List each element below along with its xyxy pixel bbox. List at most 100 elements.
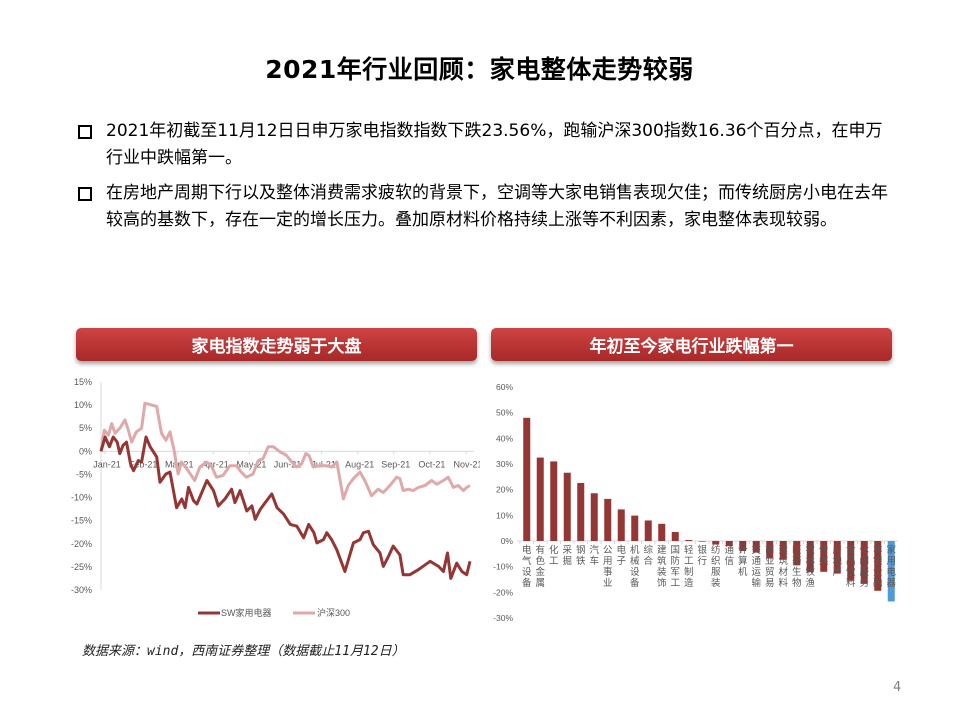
x-category-label: 银: [873, 555, 883, 567]
bar: [712, 541, 720, 545]
right-chart-banner: 年初至今家电行业跌幅第一: [491, 328, 892, 361]
x-category-label: 业: [603, 578, 613, 589]
x-category-label: 计: [738, 544, 748, 556]
bar: [779, 541, 787, 560]
x-category-label: 运: [751, 567, 761, 578]
x-category-label: 设: [630, 567, 640, 578]
x-category-label: 备: [522, 577, 532, 589]
x-category-label: 电: [522, 544, 532, 556]
x-category-label: 交: [751, 544, 761, 556]
x-category-label: 军: [670, 567, 680, 578]
x-category-label: 器: [886, 578, 896, 589]
legend-label-sw: SW家用电器: [221, 607, 272, 618]
csi300-line: [99, 401, 471, 501]
x-category-label: 输: [751, 577, 761, 589]
bar: [874, 541, 882, 591]
x-category-label: 务: [859, 577, 869, 589]
bar: [739, 541, 747, 552]
x-category-label: 色: [535, 555, 545, 567]
x-category-label: 金: [535, 566, 545, 578]
page-number: 4: [893, 680, 902, 695]
x-category-label: 传: [819, 544, 829, 556]
bar: [698, 541, 706, 542]
bullet-text: 在房地产周期下行以及整体消费需求疲软的背景下，空调等大家电销售表现欠佳；而传统厨…: [106, 183, 888, 230]
x-category-label: 服: [711, 567, 721, 578]
industry-performance-bar-chart: 60%50%40%30%20%10%0%-10%-20%-30%电气设备有色金属…: [493, 382, 898, 623]
bar: [820, 541, 828, 572]
y-tick-label: -20%: [493, 587, 513, 597]
bullet-item: 在房地产周期下行以及整体消费需求疲软的背景下，空调等大家电销售表现欠佳；而传统厨…: [78, 180, 898, 234]
x-category-label: 家: [886, 544, 896, 556]
y-tick-label: 5%: [79, 423, 92, 433]
bullet-list: 2021年初截至11月12日日申万家电指数指数下跌23.56%，跑输沪深300指…: [78, 118, 898, 242]
x-category-label: 电: [616, 544, 626, 556]
bar: [887, 541, 895, 602]
y-tick-label: 10%: [496, 510, 513, 520]
legend-label-csi300: 沪深300: [317, 607, 350, 618]
bar: [766, 541, 774, 559]
page-title: 2021年行业回顾：家电整体走势较弱: [265, 55, 694, 84]
x-category-label: 用: [886, 556, 896, 567]
bullet-text: 2021年初截至11月12日日申万家电指数指数下跌23.56%，跑输沪深300指…: [106, 121, 883, 168]
x-category-label: 筑: [778, 555, 788, 567]
x-category-label: 造: [684, 577, 694, 589]
bar: [523, 417, 531, 541]
x-category-label: 铁: [576, 555, 586, 567]
x-category-label: 贸: [765, 566, 775, 578]
bar: [860, 541, 868, 584]
x-category-label: 易: [765, 578, 775, 589]
x-category-label: 电: [886, 566, 896, 578]
x-category-label: 建: [778, 544, 788, 556]
y-tick-label: 20%: [496, 485, 513, 495]
x-category-label: 金: [873, 566, 883, 578]
x-category-label: 品: [846, 556, 856, 567]
x-category-label: 子: [616, 556, 626, 567]
bar: [847, 541, 855, 581]
bar: [577, 482, 585, 541]
x-category-label: 械: [630, 555, 640, 567]
x-category-label: 装: [711, 577, 721, 589]
y-tick-label: 15%: [74, 377, 92, 387]
bar: [833, 541, 841, 574]
bar: [563, 472, 571, 541]
x-category-label: 饮: [846, 566, 856, 578]
bar: [671, 532, 679, 541]
x-category-label: 筑: [657, 555, 667, 567]
bar: [590, 493, 598, 541]
x-category-label: 建: [657, 544, 667, 556]
y-tick-label: -30%: [493, 613, 513, 623]
x-category-label: 织: [711, 555, 721, 567]
y-tick-label: -10%: [71, 493, 92, 503]
bar: [685, 539, 693, 541]
bar: [617, 509, 625, 541]
x-category-label: 用: [603, 556, 613, 567]
bar: [644, 520, 652, 541]
x-category-label: 钢: [576, 544, 586, 556]
x-tick-label: Jan-21: [93, 459, 121, 469]
x-category-label: 商: [765, 544, 775, 556]
x-category-label: 车: [589, 555, 599, 567]
bar: [604, 498, 612, 541]
x-category-label: 服: [859, 567, 869, 578]
index-trend-line-chart: 15% 10% 5% 0% -5% -10% -15% -20% -25% -30% Jan-21 F…: [71, 377, 480, 618]
y-tick-label: 0%: [501, 536, 514, 546]
x-category-label: 生: [792, 566, 802, 578]
y-tick-label: 10%: [74, 400, 92, 410]
x-category-label: 药: [792, 556, 802, 567]
y-tick-label: 50%: [496, 408, 513, 418]
x-tick-label: May-21: [236, 459, 266, 469]
x-category-label: 工: [670, 578, 680, 589]
x-category-label: 采: [562, 545, 572, 556]
x-category-label: 工: [684, 556, 694, 567]
x-category-label: 轻: [684, 544, 694, 556]
bar: [550, 461, 558, 541]
left-chart-banner: 家电指数走势弱于大盘: [76, 328, 477, 361]
x-category-label: 通: [751, 556, 761, 567]
y-tick-label: 30%: [496, 459, 513, 469]
y-tick-label: -20%: [71, 539, 92, 549]
x-category-label: 算: [738, 555, 748, 567]
bar: [752, 541, 760, 553]
x-category-label: 林: [805, 555, 815, 567]
square-bullet-icon: [78, 187, 92, 201]
x-category-label: 农: [805, 544, 815, 556]
